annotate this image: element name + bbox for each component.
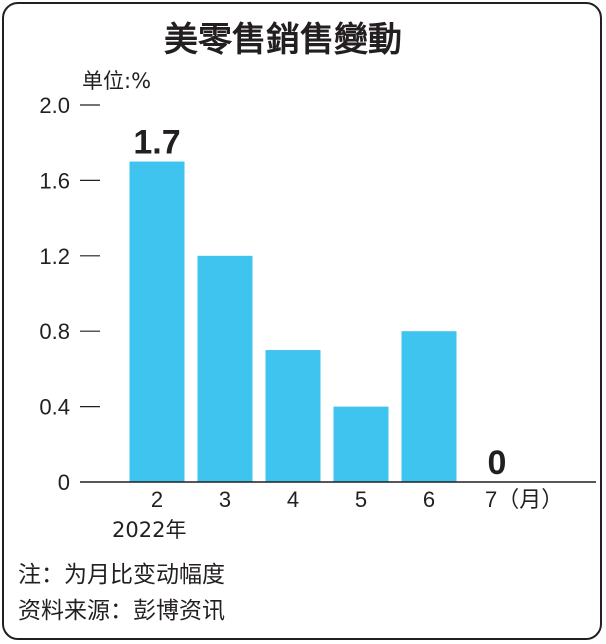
bar bbox=[129, 161, 185, 483]
bar bbox=[265, 350, 321, 482]
y-tick-label: 1.2 bbox=[39, 244, 70, 269]
unit-label: 单位:% bbox=[82, 69, 151, 93]
y-tick-label: 0 bbox=[58, 470, 70, 495]
y-axis: 0 0.4 0.8 1.2 1.6 2.0 bbox=[39, 93, 100, 495]
x-tick-label: 3 bbox=[219, 487, 231, 512]
bar bbox=[197, 255, 253, 482]
y-tick-label: 0.4 bbox=[39, 395, 70, 420]
x-axis: 2 3 4 5 6 7（月） bbox=[80, 481, 596, 512]
x-tick-label: 7（月） bbox=[485, 487, 563, 512]
bar bbox=[401, 331, 457, 482]
data-label: 1.7 bbox=[133, 124, 180, 162]
x-tick-label: 4 bbox=[287, 487, 299, 512]
x-tick-label: 5 bbox=[355, 487, 367, 512]
y-tick-label: 0.8 bbox=[39, 319, 70, 344]
bar-series bbox=[129, 161, 457, 483]
bar bbox=[333, 406, 389, 482]
footnote: 注：为月比变动幅度 bbox=[18, 562, 225, 588]
x-axis-year-label: 2022年 bbox=[112, 518, 186, 542]
y-tick-label: 1.6 bbox=[39, 168, 70, 193]
y-tick-label: 2.0 bbox=[39, 93, 70, 118]
x-tick-label: 6 bbox=[423, 487, 435, 512]
source-note: 资料来源：彭博资讯 bbox=[18, 598, 225, 624]
x-tick-label: 2 bbox=[151, 487, 163, 512]
data-labels: 1.70 bbox=[133, 124, 506, 482]
data-label: 0 bbox=[488, 444, 507, 482]
chart-title: 美零售銷售變動 bbox=[164, 20, 402, 60]
